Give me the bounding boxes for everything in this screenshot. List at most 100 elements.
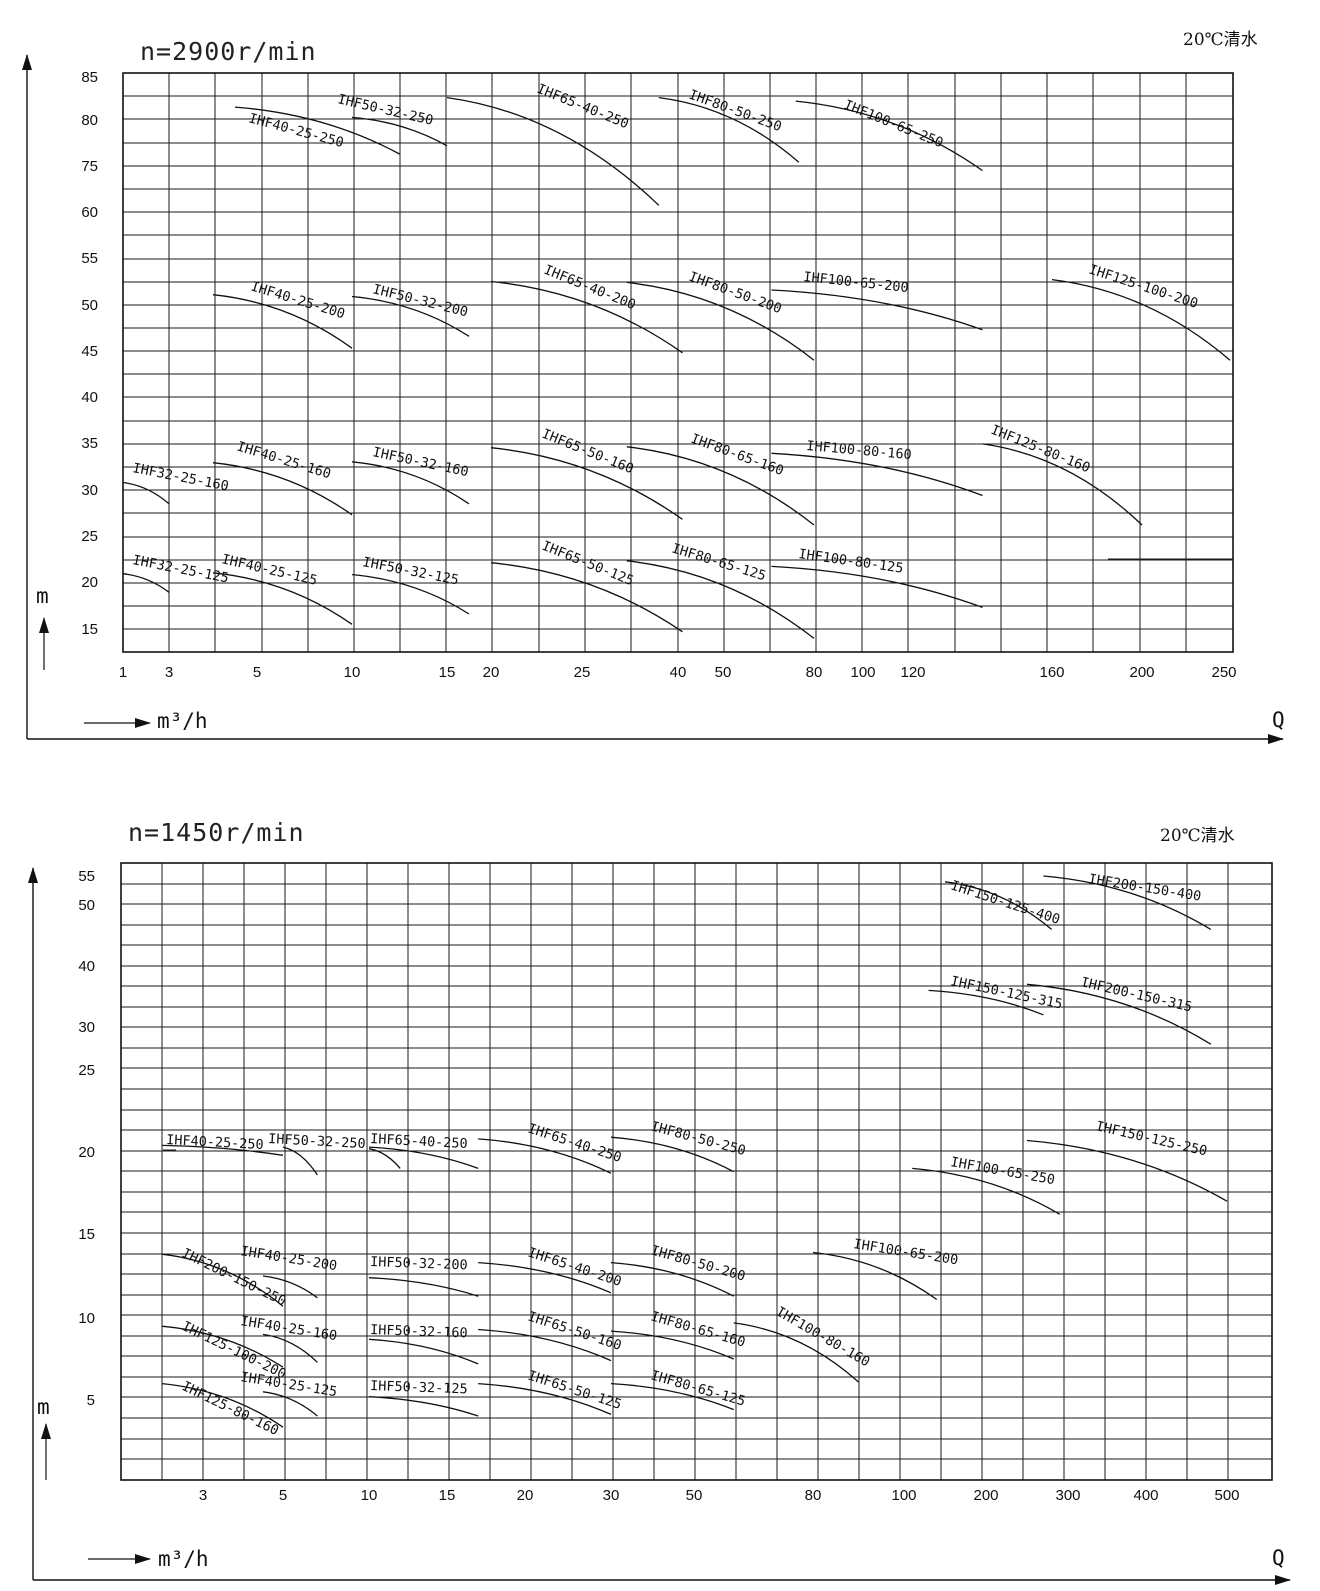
pump-curve [982, 443, 1143, 526]
pump-curve [122, 573, 170, 593]
pump-curve [478, 1138, 612, 1174]
y-tick-label: 80 [81, 112, 98, 129]
x-tick-label: 80 [805, 1487, 822, 1504]
q-axis-label: Q [1272, 1546, 1285, 1570]
curve-label: IHF50-32-160 [370, 1322, 468, 1341]
pump-curve [351, 295, 470, 337]
fluid-note: 20℃清水 [1183, 30, 1258, 50]
pump-curve [478, 1261, 612, 1294]
x-tick-labels: 1 3 5 10 15 20 25 40 50 80 100 120 160 200 250 [119, 664, 1237, 681]
x-tick-label: 250 [1211, 664, 1236, 681]
y-tick-label: 15 [81, 621, 98, 638]
grid [122, 72, 1234, 653]
x-tick-label: 10 [361, 1487, 378, 1504]
pump-curve [478, 1382, 612, 1415]
pump-curve [368, 1396, 479, 1417]
pump-curve [610, 1382, 734, 1411]
pump-curve [262, 1391, 318, 1417]
x-tick-labels: 3 5 10 15 20 30 50 80 100 200 300 400 500 [199, 1487, 1240, 1504]
x-tick-label: 160 [1039, 664, 1064, 681]
y-tick-label: 40 [78, 958, 95, 975]
x-tick-label: 20 [517, 1487, 534, 1504]
curve-label: IHF65-50-125 [526, 1368, 624, 1413]
y-tick-label: 55 [78, 868, 95, 885]
pump-curve [161, 1253, 284, 1307]
curve-label: IHF80-50-200 [649, 1242, 747, 1284]
curve-label: IHF200-150-315 [1079, 974, 1193, 1015]
plot-frame [120, 862, 1273, 1481]
y-tick-label: 40 [81, 389, 98, 406]
x-tick-label: 25 [574, 664, 591, 681]
pump-curve [161, 1325, 284, 1368]
y-tick-label: 60 [81, 204, 98, 221]
x-tick-label: 120 [900, 664, 925, 681]
curve-label: IHF40-25-160 [239, 1313, 338, 1344]
pump-curve [912, 1167, 1061, 1215]
pump-curve [368, 1146, 479, 1170]
y-tick-label: 20 [78, 1144, 95, 1161]
pump-curve [446, 96, 660, 206]
y-tick-labels: 55 50 40 30 25 20 15 10 5 [78, 868, 95, 1409]
curve-label: IHF40-25-200 [249, 279, 347, 323]
y-tick-label: 30 [81, 482, 98, 499]
x-tick-label: 50 [686, 1487, 703, 1504]
curve-label: IHF80-50-250 [687, 87, 784, 135]
curve-label: IHF150-125-250 [1094, 1118, 1208, 1159]
pump-curve [490, 280, 683, 354]
pump-curve [795, 100, 983, 172]
pump-curve [282, 1146, 318, 1176]
pump-curve [122, 481, 170, 505]
pump-curve [262, 1275, 318, 1299]
pump-curve [1026, 983, 1212, 1045]
pump-curve [490, 447, 683, 520]
pump-curve [212, 572, 353, 625]
fluid-note: 20℃清水 [1160, 826, 1235, 846]
pump-curve [658, 96, 800, 163]
y-tick-label: 25 [81, 528, 98, 545]
speed-header: n=2900r/min [140, 37, 317, 66]
curve-label: IHF100-80-125 [797, 546, 904, 577]
pump-curve [351, 461, 470, 505]
y-unit-label: m [36, 584, 49, 608]
pump-curve [161, 1382, 284, 1428]
x-tick-label: 200 [1129, 664, 1154, 681]
curve-label: IHF80-50-200 [687, 269, 784, 317]
x-tick-label: 15 [439, 1487, 456, 1504]
pump-curve [1043, 875, 1212, 930]
pump-curve [626, 281, 815, 361]
y-tick-label: 85 [81, 69, 98, 86]
y-tick-label: 20 [81, 574, 98, 591]
pump-curve [1051, 278, 1231, 361]
pump-curve [944, 881, 1053, 930]
pump-curve [490, 562, 683, 633]
curve-label: IHF150-125-400 [949, 878, 1062, 928]
pump-curve [771, 452, 983, 497]
curve-label: IHF100-65-200 [852, 1236, 959, 1268]
x-tick-label: 100 [891, 1487, 916, 1504]
pump-curve [161, 1144, 284, 1156]
pump-curve [812, 1251, 938, 1301]
pump-curve [368, 1148, 401, 1169]
x-tick-label: 50 [715, 664, 732, 681]
x-tick-label: 300 [1055, 1487, 1080, 1504]
y-tick-label: 50 [81, 297, 98, 314]
x-tick-label: 3 [199, 1487, 207, 1504]
pump-curve [626, 446, 815, 526]
pump-curve [368, 1338, 479, 1365]
curve-label: IHF65-40-200 [542, 262, 638, 313]
curve-label: IHF80-65-125 [670, 541, 768, 585]
y-tick-label: 75 [81, 158, 98, 175]
x-tick-label: 200 [973, 1487, 998, 1504]
y-tick-label: 55 [81, 250, 98, 267]
pump-curve [771, 289, 983, 331]
x-tick-label: 5 [279, 1487, 287, 1504]
x-tick-label: 5 [253, 664, 261, 681]
y-tick-label: 10 [78, 1310, 95, 1327]
pump-curve [262, 1333, 318, 1363]
chart-1450: n=1450r/min 20℃清水 55 50 40 30 25 20 15 10 5 3 5 10… [28, 818, 1291, 1585]
curve-label: IHF65-40-200 [526, 1245, 624, 1290]
x-tick-label: 80 [806, 664, 823, 681]
pump-curve [733, 1322, 859, 1383]
